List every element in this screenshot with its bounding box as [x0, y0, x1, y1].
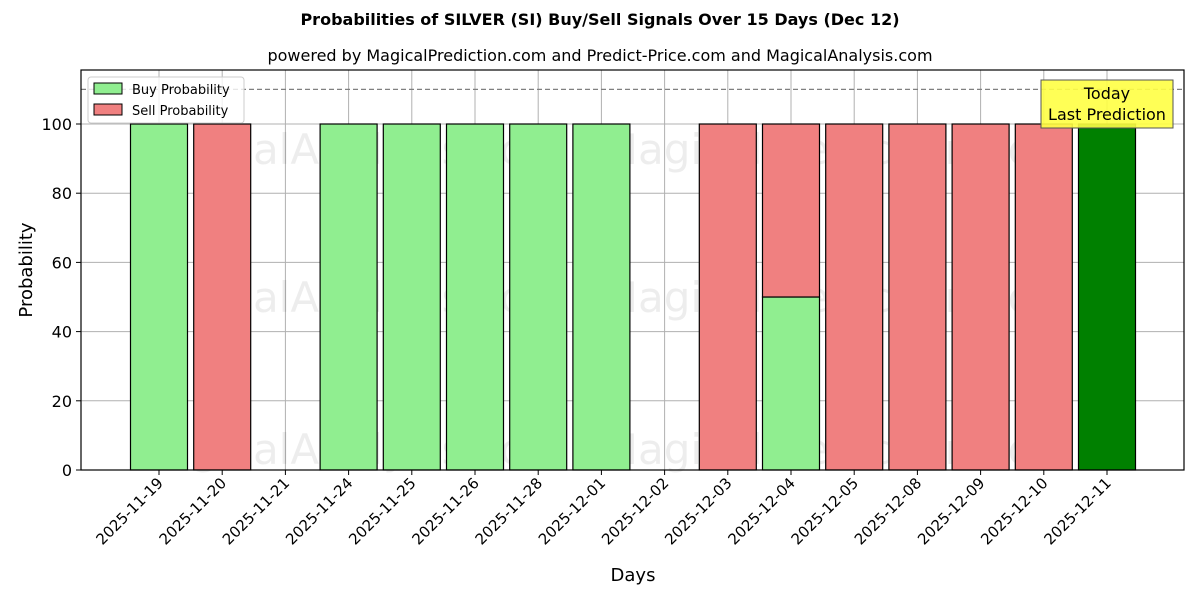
legend-sell-label: Sell Probability	[132, 104, 229, 119]
x-tick-label: 2025-12-09	[914, 474, 988, 548]
x-axis-label: Days	[611, 565, 656, 586]
bar-sell	[193, 123, 252, 471]
legend-sell-swatch	[93, 103, 123, 116]
annotation-box	[1040, 79, 1174, 129]
x-tick-label: 2025-11-24	[282, 474, 356, 548]
x-tick-label: 2025-11-20	[156, 474, 230, 548]
x-tick-label: 2025-12-01	[535, 474, 609, 548]
x-tick-label: 2025-11-19	[92, 474, 166, 548]
legend: Buy Probability Sell Probability	[87, 76, 245, 124]
x-tick-label: 2025-11-26	[408, 474, 482, 548]
x-tick-label: 2025-12-08	[851, 474, 925, 548]
bar-buy	[509, 123, 568, 471]
x-tick-label: 2025-11-21	[219, 474, 293, 548]
bar-buy	[382, 123, 441, 471]
x-tick-label: 2025-11-28	[472, 474, 546, 548]
legend-buy-swatch	[93, 82, 123, 95]
y-axis: 0 20 40 60 80 100	[41, 115, 81, 480]
x-tick-label: 2025-12-02	[598, 474, 672, 548]
x-tick-label: 2025-12-11	[1040, 474, 1114, 548]
bar-sell	[761, 123, 821, 298]
bar-buy	[761, 296, 821, 471]
plot-frame	[80, 69, 1185, 471]
bar-sell	[951, 123, 1010, 471]
y-tick-label: 80	[52, 184, 72, 203]
annotation-line2: Last Prediction	[1048, 105, 1166, 124]
y-tick-label: 100	[41, 115, 72, 134]
y-tick-label: 40	[52, 323, 72, 342]
chart-title: Probabilities of SILVER (SI) Buy/Sell Si…	[300, 10, 900, 29]
bar-sell	[825, 123, 884, 471]
x-tick-label: 2025-12-04	[724, 474, 798, 548]
bar-buy	[1077, 123, 1137, 471]
y-axis-label: Probability	[16, 222, 37, 317]
bar-buy	[445, 123, 505, 471]
bar-buy	[129, 123, 189, 471]
y-tick-label: 0	[62, 461, 72, 480]
annotation-line1: Today	[1083, 84, 1130, 103]
x-tick-label: 2025-12-03	[661, 474, 735, 548]
bar-sell	[888, 123, 947, 471]
bar-buy	[319, 123, 378, 471]
bar-sell	[1014, 123, 1073, 471]
bars-layer	[129, 123, 1137, 471]
y-tick-label: 60	[52, 253, 72, 272]
today-annotation: Today Last Prediction	[1040, 79, 1174, 129]
chart-subtitle: powered by MagicalPrediction.com and Pre…	[267, 46, 933, 65]
bar-sell	[698, 123, 757, 471]
x-tick-label: 2025-12-05	[788, 474, 862, 548]
bar-buy	[572, 123, 631, 471]
x-axis: 2025-11-192025-11-202025-11-212025-11-24…	[92, 470, 1115, 548]
x-tick-label: 2025-11-25	[345, 474, 419, 548]
x-tick-label: 2025-12-10	[977, 474, 1051, 548]
legend-buy-label: Buy Probability	[132, 83, 230, 98]
y-tick-label: 20	[52, 392, 72, 411]
legend-box	[87, 76, 245, 124]
